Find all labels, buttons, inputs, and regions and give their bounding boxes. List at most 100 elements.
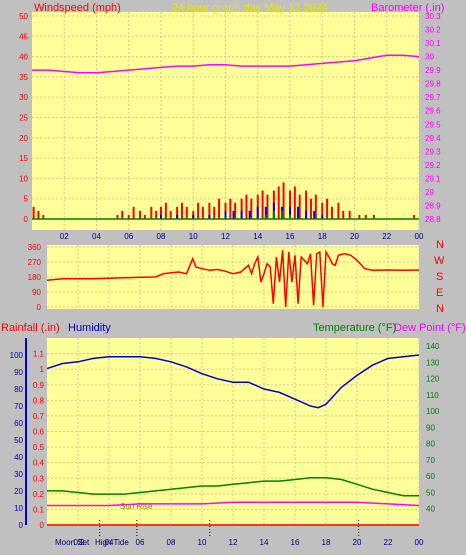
temp-tick: 60 (426, 472, 435, 481)
humidity-tick: 20 (14, 487, 23, 496)
humidity-tick: 100 (10, 351, 24, 360)
wind-right-axis-label: Barometer (.in) (371, 2, 444, 14)
baro-right-tick: 28.9 (425, 201, 441, 210)
humidity-axis-label: Humidity (68, 322, 111, 334)
rain-tick: 0.3 (33, 474, 45, 483)
temp-tick: 50 (426, 488, 435, 497)
temp-x-tick: 08 (167, 538, 176, 547)
baro-right-tick: 28.8 (425, 215, 441, 224)
temp-x-tick: 18 (322, 538, 331, 547)
baro-right-tick: 29.9 (425, 66, 441, 75)
temp-x-tick: 20 (353, 538, 362, 547)
baro-right-tick: 30 (425, 53, 434, 62)
temp-series (46, 354, 420, 526)
baro-right-tick: 30.1 (425, 39, 441, 48)
direction-tick-labels: 0 90 180 270 360 (28, 243, 42, 312)
rain-tick: 1.1 (33, 350, 45, 359)
wind-x-tick: 22 (382, 232, 391, 241)
wind-x-tick: 00 (415, 232, 424, 241)
rain-tick: 1 (40, 365, 45, 374)
wind-tick-labels: 02 04 06 08 10 12 14 16 18 20 22 000510152025303540… (19, 12, 441, 241)
temp-tick: 110 (426, 391, 439, 400)
wind-x-tick: 18 (318, 232, 327, 241)
rain-tick: 0.6 (33, 428, 45, 437)
compass-n-top: N (436, 239, 444, 251)
humidity-tick: 50 (14, 436, 23, 445)
baro-right-tick: 30.3 (425, 12, 441, 21)
humidity-tick: 80 (14, 385, 23, 394)
rain-tick: 0.2 (33, 490, 45, 499)
humidity-tick: 90 (14, 368, 23, 377)
moon-set-number: 2 (80, 538, 85, 547)
wind-x-tick: 14 (253, 232, 262, 241)
baro-right-tick: 30.2 (425, 26, 441, 35)
temp-grid (47, 338, 420, 526)
temp-x-tick: 16 (291, 538, 300, 547)
compass-n-bottom: N (436, 303, 444, 315)
temp-tick: 130 (426, 358, 440, 367)
wind-x-tick: 02 (60, 232, 69, 241)
direction-grid (47, 245, 420, 309)
wind-left-tick: 30 (19, 93, 28, 102)
temp-x-tick: 14 (260, 538, 269, 547)
baro-right-tick: 29 (425, 188, 434, 197)
wind-direction-line (46, 249, 420, 308)
compass-s: S (436, 271, 443, 283)
direction-tick: 270 (28, 258, 42, 267)
wind-left-axis-label: Windspeed (mph) (34, 2, 121, 14)
baro-right-tick: 29.7 (425, 93, 441, 102)
baro-right-tick: 29.3 (425, 147, 441, 156)
dewpoint-line (47, 501, 420, 507)
temp-tick: 100 (426, 407, 440, 416)
rain-tick: 0.5 (33, 443, 45, 452)
baro-right-tick: 29.2 (425, 161, 441, 170)
moon-set-label: Moon Set (55, 538, 90, 547)
high-tide-label: High Tide (95, 538, 129, 547)
temp-tick: 140 (426, 342, 440, 351)
wind-left-tick: 25 (19, 114, 28, 123)
wind-series (32, 54, 420, 220)
temp-tick: 120 (426, 375, 440, 384)
temp-x-tick: 10 (198, 538, 207, 547)
baro-right-tick: 29.6 (425, 107, 441, 116)
wind-left-tick: 50 (19, 12, 28, 21)
temp-tick: 90 (426, 423, 435, 432)
temp-x-tick: 12 (229, 538, 238, 547)
rain-tick: 0.4 (33, 459, 45, 468)
dewpoint-axis-label: Dew Point (°F) (394, 322, 466, 334)
wind-left-tick: 5 (24, 195, 29, 204)
humidity-tick: 40 (14, 453, 23, 462)
compass-e: E (436, 287, 443, 299)
wind-left-tick: 40 (19, 53, 28, 62)
wind-left-tick: 45 (19, 32, 28, 41)
rain-tick: 0.1 (33, 505, 45, 514)
wind-left-tick: 10 (19, 174, 28, 183)
direction-tick: 0 (37, 303, 42, 312)
rainfall-axis-label: Rainfall (.in) (1, 322, 60, 334)
temp-x-tick: 06 (136, 538, 145, 547)
rain-tick: 0.8 (33, 396, 45, 405)
baro-right-tick: 29.5 (425, 120, 441, 129)
wind-x-tick: 04 (92, 232, 101, 241)
temp-x-tick: 22 (384, 538, 393, 547)
barometer-line (32, 54, 420, 74)
temp-x-tick: 02 (74, 538, 83, 547)
direction-series (46, 249, 420, 308)
rain-tick: 0.7 (33, 412, 45, 421)
wind-left-tick: 15 (19, 154, 28, 163)
humidity-tick: 10 (14, 504, 23, 513)
humidity-line (46, 354, 420, 409)
temp-tick: 70 (426, 456, 435, 465)
temp-x-tick: 00 (415, 538, 424, 547)
wind-x-tick: 08 (157, 232, 166, 241)
direction-tick: 360 (28, 243, 42, 252)
baro-right-tick: 29.4 (425, 134, 441, 143)
temp-tick-labels: 02 04 06 08 10 12 14 16 18 20 22 0000.10.20.30.40.5… (10, 338, 440, 547)
wind-x-tick: 06 (124, 232, 133, 241)
temp-tick: 40 (426, 505, 435, 514)
wind-left-tick: 35 (19, 73, 28, 82)
wind-x-tick: 16 (286, 232, 295, 241)
